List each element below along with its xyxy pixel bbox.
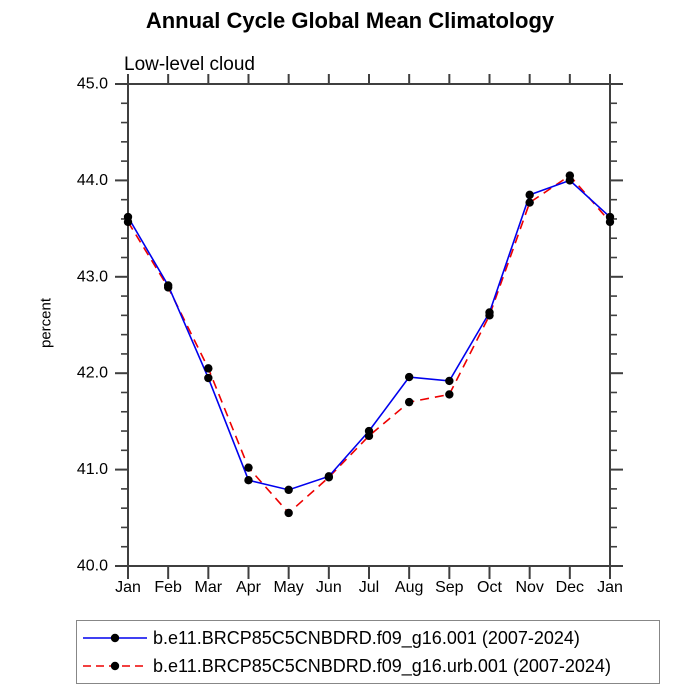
data-point-s0-4 [284,485,293,495]
x-tick-label: Feb [154,579,182,596]
data-point-s1-9 [485,311,494,320]
series-line-0 [127,179,611,491]
data-point-s1-10 [525,198,534,207]
x-tick-label: Aug [395,579,423,596]
data-point-s1-2 [204,364,213,373]
data-point-s1-1 [163,283,173,292]
x-tick-label: Jan [597,579,623,596]
data-point-s1-11 [565,171,575,180]
x-tick-label: Apr [236,579,262,596]
data-point-s0-8 [445,376,454,386]
data-point-s1-4 [284,508,293,518]
y-tick-label: 42.0 [77,365,108,382]
legend-label-series-2: b.e11.BRCP85C5CNBDRD.f09_g16.urb.001 (20… [153,655,611,676]
data-point-s0-2 [204,373,213,383]
legend-item-series-2: b.e11.BRCP85C5CNBDRD.f09_g16.urb.001 (20… [77,652,659,680]
y-tick-label: 45.0 [77,76,108,93]
legend-label-series-1: b.e11.BRCP85C5CNBDRD.f09_g16.001 (2007-2… [153,627,580,648]
x-tick-label: May [274,579,304,596]
data-point-s1-7 [404,397,414,407]
x-tick-label: Dec [556,579,584,596]
y-tick-label: 40.0 [77,558,108,575]
y-tick-label: 44.0 [77,172,108,189]
series-line-1 [127,174,611,515]
legend-line-solid-blue-icon [83,633,147,643]
data-point-s0-10 [525,190,534,200]
legend-item-series-1: b.e11.BRCP85C5CNBDRD.f09_g16.001 (2007-2… [77,624,659,652]
x-tick-label: Nov [515,579,543,596]
legend-line-dashed-red-icon [83,661,147,671]
data-point-s1-6 [364,431,374,441]
x-tick-label: Mar [195,579,223,596]
y-tick-label: 41.0 [77,461,108,478]
y-tick-label: 43.0 [77,268,108,285]
data-point-s0-7 [404,372,414,382]
plot-frame [127,83,611,567]
data-point-s1-12 [605,217,615,227]
data-point-s0-3 [244,476,253,485]
x-tick-label: Jan [115,579,141,596]
x-tick-label: Jun [316,579,342,596]
data-point-s1-0 [123,217,133,227]
x-tick-label: Oct [477,579,502,596]
legend-box: b.e11.BRCP85C5CNBDRD.f09_g16.001 (2007-2… [76,620,660,684]
data-point-s1-8 [445,390,454,399]
chart-title: Annual Cycle Global Mean Climatology [145,8,555,33]
chart-subtitle: Low-level cloud [124,54,255,75]
data-point-s1-3 [244,463,253,472]
data-point-s1-5 [324,473,334,482]
x-tick-label: Sep [435,579,464,596]
x-tick-label: Jul [359,579,379,596]
plot-area: 40.0 41.0 42.0 43.0 44.0 45.0 Jan Feb Mar Apr May J… [77,74,623,596]
